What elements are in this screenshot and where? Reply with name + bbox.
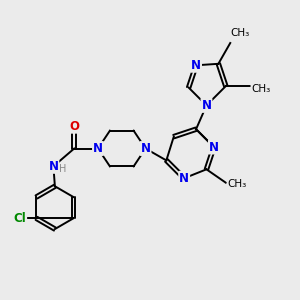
Text: N: N xyxy=(209,140,219,154)
Text: N: N xyxy=(202,99,212,112)
Text: O: O xyxy=(69,120,79,133)
Text: CH₃: CH₃ xyxy=(231,28,250,38)
Text: Cl: Cl xyxy=(14,212,26,225)
Text: CH₃: CH₃ xyxy=(227,179,247,189)
Text: N: N xyxy=(179,172,189,185)
Text: N: N xyxy=(93,142,103,155)
Text: CH₃: CH₃ xyxy=(251,84,270,94)
Text: H: H xyxy=(59,164,67,174)
Text: N: N xyxy=(48,160,59,173)
Text: N: N xyxy=(191,59,201,72)
Text: N: N xyxy=(140,142,151,155)
